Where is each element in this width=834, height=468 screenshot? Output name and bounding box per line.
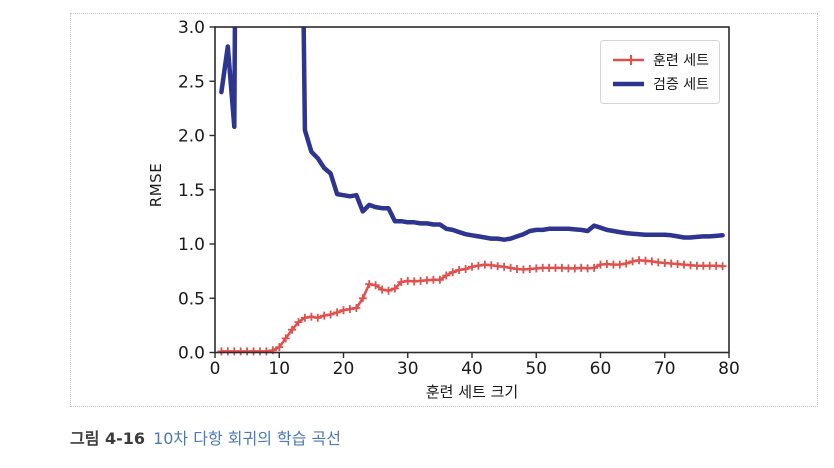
figure-caption-number: 그림 4-16 bbox=[70, 429, 146, 448]
y-tick-label: 0.5 bbox=[178, 289, 205, 309]
x-tick-label: 20 bbox=[333, 359, 355, 379]
x-tick-label: 50 bbox=[525, 359, 547, 379]
y-axis-label: RMSE bbox=[147, 162, 165, 208]
validation-line-swatch-icon bbox=[613, 82, 645, 87]
x-tick-label: 60 bbox=[590, 359, 612, 379]
plot-spines bbox=[214, 26, 730, 354]
y-tick-label: 3.0 bbox=[178, 18, 205, 38]
y-tick-label: 0.0 bbox=[178, 344, 205, 364]
legend-item-training: 훈련 세트 bbox=[611, 50, 709, 70]
x-axis-label: 훈련 세트 크기 bbox=[425, 383, 519, 401]
x-tick-label: 40 bbox=[461, 359, 483, 379]
figure-caption-title: 10차 다항 회귀의 학습 곡선 bbox=[153, 429, 341, 448]
training-line-swatch-icon bbox=[613, 54, 645, 65]
x-tick-label: 80 bbox=[718, 359, 740, 379]
figure-caption: 그림 4-16 10차 다항 회귀의 학습 곡선 bbox=[70, 425, 341, 449]
legend-label-validation: 검증 세트 bbox=[653, 77, 709, 94]
y-tick-label: 1.0 bbox=[178, 235, 205, 255]
legend-label-training: 훈련 세트 bbox=[653, 52, 709, 69]
y-tick-label: 2.5 bbox=[178, 72, 205, 92]
learning-curve-chart: 0 10 20 30 40 50 60 70 80 0.0 0.5 1.0 1.5 2.0 2.5 3.0 bbox=[178, 18, 740, 379]
training-plus-markers bbox=[217, 256, 727, 356]
x-tick-label: 10 bbox=[268, 359, 290, 379]
y-tick-label: 2.0 bbox=[178, 127, 205, 147]
legend: 훈련 세트 검증 세트 bbox=[600, 40, 720, 104]
x-tick-label: 30 bbox=[397, 359, 419, 379]
legend-item-validation: 검증 세트 bbox=[611, 74, 709, 94]
x-tick-label: 0 bbox=[210, 359, 221, 379]
y-tick-label: 1.5 bbox=[178, 181, 205, 201]
validation-curve bbox=[219, 27, 725, 242]
training-curve bbox=[220, 259, 724, 353]
x-tick-label: 70 bbox=[654, 359, 676, 379]
